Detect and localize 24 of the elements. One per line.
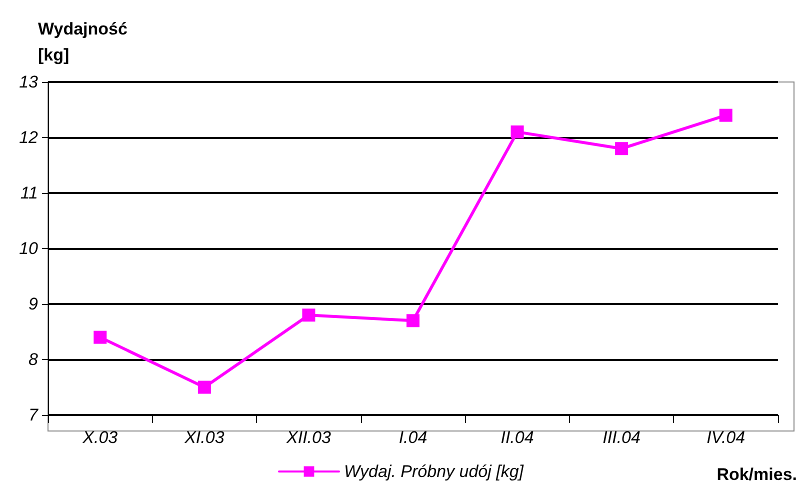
point	[302, 308, 316, 322]
y-tick-label: 12	[19, 128, 39, 147]
y-tick-label: 7	[28, 406, 39, 424]
legend-label: Wydaj. Próbny udój [kg]	[344, 462, 525, 481]
x-tick-label: I.04	[398, 428, 428, 447]
y-tick-label: 9	[28, 294, 39, 314]
point	[94, 330, 107, 344]
x-tick-label: X.03	[82, 428, 118, 447]
y-tick-label: 10	[19, 239, 39, 258]
x-tick-label: IV.04	[706, 428, 746, 447]
point	[198, 380, 211, 394]
point	[719, 108, 732, 122]
y-tick-label: 11	[20, 184, 38, 202]
point	[510, 125, 524, 138]
x-tick-label: II.04	[500, 428, 534, 447]
x-tick-label: III.04	[602, 428, 640, 447]
point	[615, 142, 628, 156]
y-tick-label: 8	[28, 350, 39, 369]
y-axis-title: Wydajność [kg]	[38, 20, 128, 64]
point	[406, 314, 420, 328]
x-tick-label: XI.03	[184, 428, 225, 447]
y-tick-label: 13	[19, 72, 39, 92]
x-axis-title: Rok/mies.	[716, 465, 797, 484]
x-tick-label: XII.03	[286, 428, 332, 447]
